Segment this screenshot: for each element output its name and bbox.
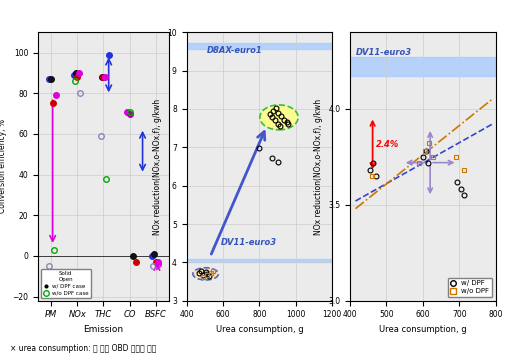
Bar bbox=[187, 43, 332, 49]
Legend: w/ DPF case, w/o DPF case: w/ DPF case, w/o DPF case bbox=[41, 269, 91, 298]
Bar bbox=[187, 258, 332, 262]
X-axis label: Emission: Emission bbox=[83, 325, 124, 334]
Text: D8AX-euro1: D8AX-euro1 bbox=[206, 46, 262, 55]
X-axis label: Urea consumption, g: Urea consumption, g bbox=[379, 325, 467, 334]
Text: DV11-euro3: DV11-euro3 bbox=[356, 48, 412, 57]
Bar bbox=[350, 57, 496, 76]
Y-axis label: NOx reduction(NOx,o-NOx,f), g/kwh: NOx reduction(NOx,o-NOx,f), g/kwh bbox=[153, 98, 161, 234]
Y-axis label: Conversion efficiency, %: Conversion efficiency, % bbox=[0, 120, 7, 213]
Text: 2.4%: 2.4% bbox=[376, 140, 400, 149]
Y-axis label: NOx reduction(NOx,o-NOx,f), g/kwh: NOx reduction(NOx,o-NOx,f), g/kwh bbox=[314, 98, 322, 234]
X-axis label: Urea consumption, g: Urea consumption, g bbox=[216, 325, 303, 334]
Ellipse shape bbox=[193, 268, 218, 280]
Legend: w/ DPF, w/o DPF: w/ DPF, w/o DPF bbox=[448, 277, 492, 297]
Text: DV11-euro3: DV11-euro3 bbox=[221, 238, 277, 247]
Ellipse shape bbox=[260, 105, 298, 130]
Text: × urea consumption: 각 사의 OBD 데이터 활용: × urea consumption: 각 사의 OBD 데이터 활용 bbox=[10, 344, 156, 353]
